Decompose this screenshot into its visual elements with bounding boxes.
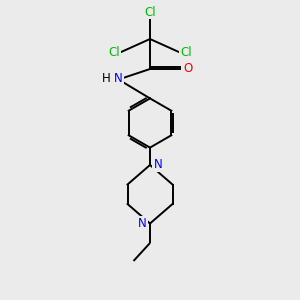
Text: Cl: Cl [180, 46, 192, 59]
Text: H: H [101, 71, 110, 85]
Text: N: N [114, 71, 123, 85]
Text: Cl: Cl [108, 46, 120, 59]
Text: N: N [138, 217, 147, 230]
Text: N: N [153, 158, 162, 172]
Text: Cl: Cl [144, 5, 156, 19]
Text: O: O [184, 62, 193, 76]
